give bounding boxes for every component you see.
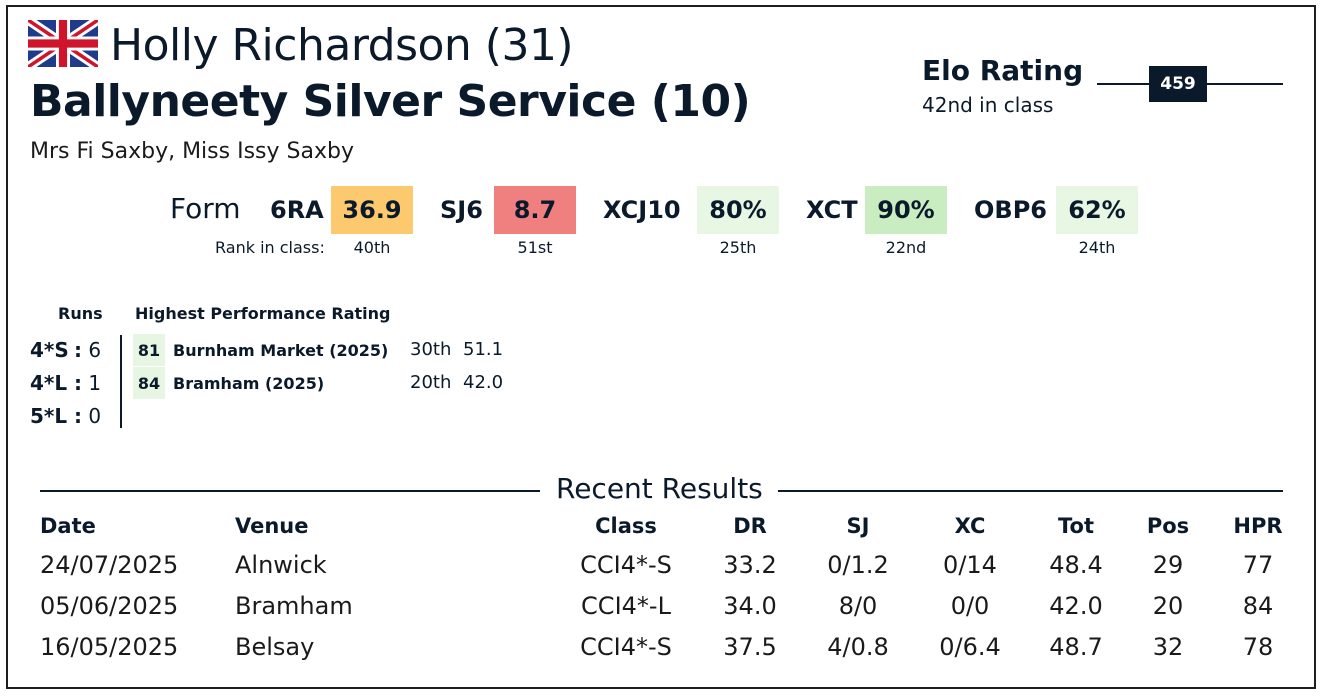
form-key-sj6: SJ6 — [440, 196, 483, 224]
uk-flag-icon — [28, 20, 98, 67]
runs-sep: : — [74, 338, 82, 362]
cell-xc: 0/0 — [950, 592, 990, 620]
col-pos: Pos — [1146, 514, 1190, 538]
elo-value: 459 — [1149, 66, 1207, 102]
col-tot: Tot — [1057, 514, 1094, 538]
runs-level: 4*L — [30, 371, 68, 395]
elo-rank: 42nd in class — [922, 93, 1054, 117]
elo-title: Elo Rating — [922, 54, 1084, 87]
cell-dr: 34.0 — [723, 592, 777, 620]
form-value-xcj10: 80% — [697, 186, 779, 234]
horse-name: Ballyneety Silver Service (10) — [30, 76, 751, 127]
form-rank-xct: 22nd — [885, 238, 927, 257]
form-value-xct: 90% — [865, 186, 947, 234]
rider-name: Holly Richardson (31) — [110, 20, 574, 71]
cell-sj: 0/1.2 — [827, 551, 889, 579]
cell-xc: 0/6.4 — [939, 633, 1001, 661]
cell-sj: 8/0 — [838, 592, 878, 620]
col-class: Class — [595, 514, 657, 538]
rank-in-class-label: Rank in class: — [215, 238, 325, 257]
recent-rule-left — [40, 490, 540, 492]
cell-tot: 42.0 — [1049, 592, 1103, 620]
runs-count: 1 — [88, 371, 102, 395]
hpr-place: 30th — [410, 339, 452, 360]
form-rank-xcj10: 25th — [719, 238, 757, 257]
owners: Mrs Fi Saxby, Miss Issy Saxby — [30, 139, 354, 164]
hpr-badge: 81 — [133, 334, 165, 366]
runs-sep: : — [74, 404, 82, 428]
form-rank-obp6: 24th — [1078, 238, 1116, 257]
cell-tot: 48.4 — [1049, 551, 1103, 579]
cell-pos: 29 — [1152, 551, 1184, 579]
col-hpr: HPR — [1233, 514, 1283, 538]
hpr-score: 51.1 — [463, 339, 504, 360]
cell-venue: Belsay — [235, 633, 315, 661]
form-label: Form — [170, 192, 241, 225]
cell-date: 05/06/2025 — [40, 592, 179, 620]
cell-hpr: 84 — [1242, 592, 1274, 620]
cell-hpr: 77 — [1242, 551, 1274, 579]
col-sj: SJ — [846, 514, 870, 538]
runs-divider — [120, 335, 122, 428]
runs-sep: : — [74, 371, 82, 395]
cell-class: CCI4*-L — [581, 592, 671, 620]
recent-rule-right — [778, 490, 1283, 492]
col-date: Date — [40, 514, 96, 538]
cell-dr: 33.2 — [723, 551, 777, 579]
recent-results-title: Recent Results — [556, 472, 763, 505]
hpr-event: Burnham Market (2025) — [173, 341, 389, 360]
cell-class: CCI4*-S — [580, 551, 672, 579]
hpr-badge: 84 — [133, 367, 165, 399]
form-value-sj6: 8.7 — [494, 186, 576, 234]
cell-xc: 0/14 — [943, 551, 997, 579]
cell-venue: Alnwick — [235, 551, 327, 579]
form-value-6ra: 36.9 — [331, 186, 413, 234]
form-key-xct: XCT — [806, 196, 858, 224]
cell-venue: Bramham — [235, 592, 353, 620]
cell-dr: 37.5 — [723, 633, 777, 661]
cell-pos: 32 — [1152, 633, 1184, 661]
card-frame — [6, 5, 1316, 689]
cell-pos: 20 — [1152, 592, 1184, 620]
form-key-xcj10: XCJ10 — [603, 196, 681, 224]
form-value-obp6: 62% — [1056, 186, 1138, 234]
hpr-place: 20th — [410, 372, 452, 393]
cell-tot: 48.7 — [1049, 633, 1103, 661]
cell-date: 24/07/2025 — [40, 551, 179, 579]
form-key-obp6: OBP6 — [974, 196, 1047, 224]
col-venue: Venue — [235, 514, 309, 538]
cell-hpr: 78 — [1242, 633, 1274, 661]
cell-date: 16/05/2025 — [40, 633, 179, 661]
form-rank-sj6: 51st — [517, 238, 553, 257]
form-key-6ra: 6RA — [270, 196, 324, 224]
form-rank-6ra: 40th — [353, 238, 391, 257]
cell-sj: 4/0.8 — [827, 633, 889, 661]
col-dr: DR — [733, 514, 767, 538]
runs-level: 4*S — [30, 338, 69, 362]
cell-class: CCI4*-S — [580, 633, 672, 661]
hpr-header: Highest Performance Rating — [135, 304, 391, 323]
runs-count: 6 — [88, 338, 102, 362]
runs-count: 0 — [88, 404, 102, 428]
runs-header: Runs — [58, 304, 103, 323]
col-xc: XC — [954, 514, 986, 538]
hpr-event: Bramham (2025) — [173, 374, 325, 393]
runs-level: 5*L — [30, 404, 68, 428]
hpr-score: 42.0 — [463, 372, 504, 393]
